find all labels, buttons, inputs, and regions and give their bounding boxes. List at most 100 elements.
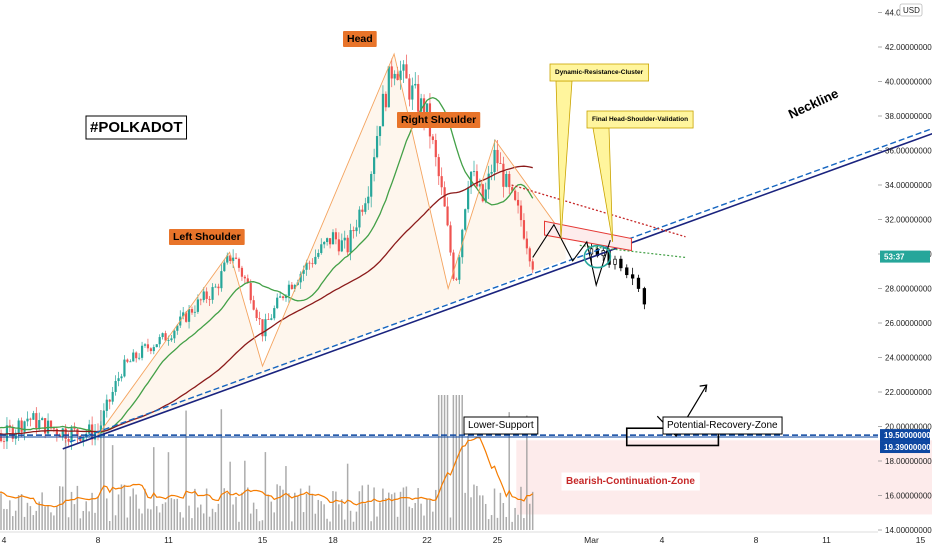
candle-body bbox=[402, 64, 405, 71]
candle-body bbox=[455, 278, 458, 280]
currency-label: USD bbox=[903, 6, 920, 15]
candle-body bbox=[35, 413, 38, 429]
volume-bar bbox=[461, 395, 463, 530]
date-axis[interactable]: 481115182225Mar48111518 bbox=[2, 535, 932, 545]
candle-body bbox=[370, 173, 373, 197]
volume-bar bbox=[188, 505, 190, 530]
volume-bar bbox=[3, 508, 5, 530]
left-shoulder-label-box bbox=[169, 229, 245, 245]
final-validation-callout-pointer bbox=[592, 127, 614, 242]
later-candle-body bbox=[636, 277, 641, 289]
volume-bar bbox=[103, 410, 105, 530]
candle-body bbox=[29, 418, 32, 420]
volume-bar bbox=[285, 466, 287, 530]
volume-bar bbox=[100, 410, 102, 530]
candle-body bbox=[234, 257, 238, 259]
price-tick-label: 40.00000000 bbox=[885, 78, 932, 87]
candle-body bbox=[26, 418, 29, 422]
price-tick-label: 32.00000000 bbox=[885, 216, 932, 225]
volume-bar bbox=[373, 487, 375, 530]
volume-bar bbox=[338, 504, 340, 530]
candle-body bbox=[481, 184, 484, 202]
candle-body bbox=[190, 309, 194, 313]
volume-bar bbox=[17, 495, 20, 530]
candle-body bbox=[323, 242, 326, 245]
candle-body bbox=[76, 429, 79, 436]
candle-body bbox=[2, 441, 6, 442]
candle-body bbox=[499, 163, 502, 164]
neckline-dashed bbox=[69, 127, 932, 443]
candle-body bbox=[420, 98, 423, 112]
later-candle-body bbox=[630, 274, 635, 279]
polkadot-title-box bbox=[85, 115, 188, 140]
candle-body bbox=[449, 225, 452, 253]
volume-bar bbox=[414, 502, 416, 530]
price-tick-label: 22.00000000 bbox=[885, 388, 932, 397]
volume-bar bbox=[208, 516, 211, 530]
candle-body bbox=[328, 238, 332, 245]
moving-average-slow bbox=[0, 165, 533, 435]
volume-bar bbox=[323, 504, 325, 530]
volume-bar bbox=[158, 512, 161, 530]
volume-bar bbox=[420, 503, 422, 530]
candle-body bbox=[375, 136, 379, 158]
volume-bar bbox=[435, 489, 437, 530]
volume-bar bbox=[370, 521, 372, 530]
volume-bar bbox=[61, 486, 64, 530]
candle-body bbox=[358, 209, 361, 228]
candle-body bbox=[528, 248, 531, 262]
candle-body bbox=[205, 291, 208, 299]
volume-bar bbox=[379, 502, 381, 530]
volume-bar bbox=[70, 491, 73, 530]
candle-body bbox=[425, 103, 429, 119]
volume-bar bbox=[452, 395, 455, 530]
volume-bar bbox=[443, 395, 446, 530]
candle-body bbox=[381, 93, 385, 127]
volume-bar bbox=[482, 495, 484, 530]
volume-bar bbox=[523, 518, 525, 530]
volume-bar bbox=[153, 447, 155, 530]
candle-body bbox=[44, 418, 47, 434]
volume-bar bbox=[417, 488, 419, 530]
candle-body bbox=[126, 359, 129, 362]
candle-body bbox=[255, 309, 258, 319]
candle-body bbox=[117, 378, 120, 382]
moving-average-fast bbox=[0, 96, 534, 434]
candle-body bbox=[311, 263, 314, 265]
candle-body bbox=[364, 203, 367, 212]
volume-bar bbox=[487, 519, 490, 530]
volume-bar bbox=[449, 517, 452, 530]
candle-body bbox=[422, 98, 426, 119]
candle-body bbox=[11, 427, 14, 439]
bearish-zone-label: Bearish-Continuation-Zone bbox=[566, 476, 695, 487]
volume-bar bbox=[12, 516, 14, 530]
volume-bar bbox=[161, 503, 164, 530]
later-candle-body bbox=[625, 267, 629, 276]
dynamic-resistance-callout-pointer bbox=[555, 80, 573, 239]
volume-bar bbox=[376, 516, 378, 530]
volume-bar bbox=[238, 521, 240, 530]
later-candle-body bbox=[589, 248, 594, 255]
volume-bar bbox=[217, 503, 220, 530]
volume-bar bbox=[311, 493, 314, 530]
candle-body bbox=[452, 252, 455, 279]
candle-body bbox=[32, 413, 35, 420]
volume-bar bbox=[129, 496, 132, 530]
volume-bar bbox=[226, 492, 228, 530]
volume-bar bbox=[56, 506, 58, 530]
volume-bar bbox=[82, 510, 85, 530]
volume-bar bbox=[458, 395, 461, 530]
projected-path bbox=[532, 223, 611, 288]
price-axis[interactable]: 44.0 42.00000000 40.00000000 38.00000000 36.… bbox=[878, 3, 932, 535]
volume-bar bbox=[38, 501, 40, 530]
dynamic-resistance-callout bbox=[549, 63, 650, 82]
volume-bar bbox=[138, 508, 140, 530]
volume-bar bbox=[296, 495, 299, 530]
volume-bar bbox=[294, 492, 296, 530]
volume-bar bbox=[235, 496, 237, 530]
candle-body bbox=[367, 196, 370, 204]
candle-body bbox=[152, 347, 155, 352]
candle-body bbox=[120, 376, 123, 379]
neckline bbox=[62, 132, 932, 450]
